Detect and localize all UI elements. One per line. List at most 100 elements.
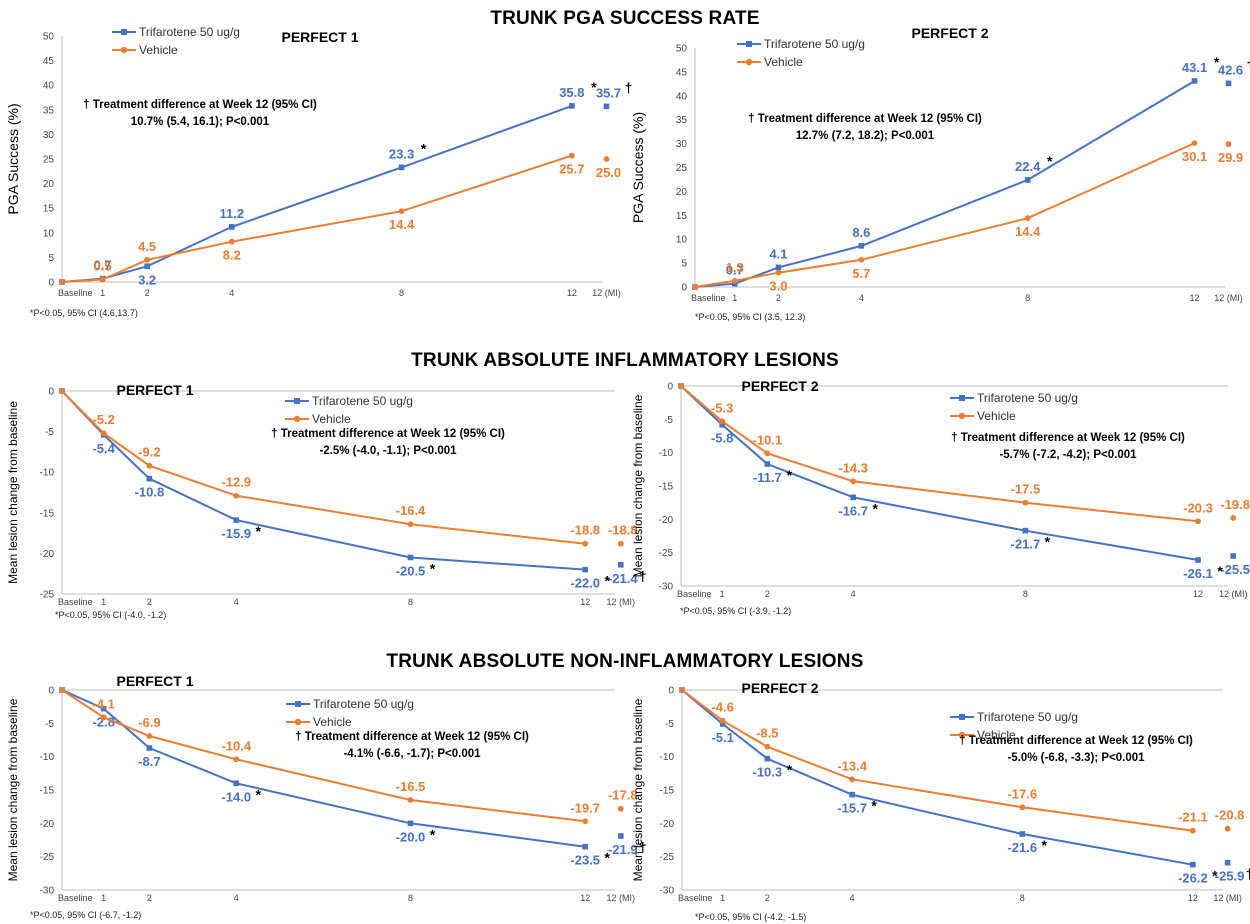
data-point-trifarotene — [1225, 80, 1232, 87]
data-point-vehicle — [59, 687, 65, 693]
y-axis-title: Mean lesion change from baseline — [6, 698, 20, 881]
section-title-pga: TRUNK PGA SUCCESS RATE — [490, 8, 760, 29]
y-axis-title: PGA Success (%) — [5, 103, 21, 214]
y-tick-label: 0 — [681, 283, 687, 294]
x-tick-label: 2 — [765, 589, 770, 599]
data-point-trifarotene — [228, 224, 235, 230]
data-point-vehicle — [1195, 518, 1201, 525]
series-line-vehicle — [61, 390, 586, 545]
x-tick-label: 1 — [720, 589, 725, 599]
data-label-trifarotene: -21.6 — [1007, 840, 1037, 855]
significance-mark: * — [605, 850, 611, 866]
x-tick-label: 8 — [1025, 293, 1030, 303]
data-label-trifarotene: -23.5 — [570, 853, 600, 868]
data-label-trifarotene: -25.9 — [1215, 869, 1245, 884]
data-label-trifarotene: -15.9 — [221, 526, 251, 541]
treatment-difference-value: -4.1% (-6.6, -1.7); P<0.001 — [343, 748, 481, 760]
series-line-vehicle — [681, 689, 1194, 832]
y-tick-label: 35 — [43, 105, 55, 116]
treatment-difference-value: 10.7% (5.4, 16.1); P<0.001 — [131, 116, 270, 128]
data-point-vehicle — [100, 714, 107, 721]
x-tick-label: 2 — [145, 288, 150, 298]
data-label-vehicle: 29.9 — [1218, 150, 1243, 165]
x-tick-label: 1 — [101, 597, 106, 607]
legend-marker-square — [959, 395, 965, 401]
data-label-trifarotene: -22.0 — [570, 576, 600, 591]
y-tick-label: -10 — [659, 448, 674, 459]
y-tick-label: -20 — [40, 549, 55, 560]
footnote: *P<0.05, 95% CI (-4.2, -1.5) — [695, 912, 806, 922]
data-point-trifarotene — [719, 721, 726, 727]
data-label-vehicle: 14.4 — [1015, 224, 1041, 239]
x-tick-label: 2 — [776, 293, 781, 303]
data-label-vehicle: -10.1 — [753, 432, 783, 447]
footnote: *P<0.05, 95% CI (-6.7, -1.2) — [30, 910, 141, 920]
data-point-trifarotene — [849, 791, 855, 798]
x-tick-label: 4 — [850, 893, 855, 903]
data-label-trifarotene: -20.0 — [396, 829, 426, 844]
data-point-trifarotene — [1195, 557, 1201, 563]
data-point-trifarotene — [233, 780, 240, 787]
data-label-trifarotene: -21.9 — [608, 842, 638, 857]
legend-label: Vehicle — [312, 412, 351, 426]
data-label-trifarotene: 35.8 — [559, 85, 584, 100]
panel-title: PERFECT 2 — [741, 378, 818, 394]
significance-mark: * — [1045, 534, 1051, 550]
data-point-vehicle — [582, 818, 589, 825]
data-point-vehicle — [59, 279, 65, 285]
data-label-trifarotene: 22.4 — [1015, 159, 1041, 174]
legend-marker-square — [121, 29, 127, 35]
data-label-vehicle: -16.5 — [396, 779, 426, 794]
data-point-trifarotene — [1191, 78, 1198, 84]
treatment-difference-title: † Treatment difference at Week 12 (95% C… — [951, 432, 1185, 444]
data-label-trifarotene: 4.1 — [769, 246, 787, 261]
x-tick-label: 12 — [1193, 589, 1203, 599]
legend-marker-square — [746, 41, 752, 47]
data-label-trifarotene: -5.4 — [92, 441, 115, 456]
data-label-vehicle: -17.8 — [608, 788, 638, 803]
data-point-vehicle — [1224, 825, 1231, 832]
legend-marker-circle — [293, 415, 301, 423]
significance-mark: * — [256, 786, 262, 802]
y-tick-label: 0 — [48, 387, 54, 398]
data-point-trifarotene — [618, 833, 624, 839]
y-tick-label: 20 — [43, 179, 55, 190]
series-line-vehicle — [61, 689, 586, 823]
data-label-trifarotene: 0.7 — [726, 263, 744, 278]
significance-mark: * — [787, 762, 793, 778]
data-point-trifarotene — [582, 566, 589, 573]
x-tick-label: 8 — [1020, 893, 1025, 903]
x-tick-label: 8 — [399, 288, 404, 298]
data-label-trifarotene: -25.5 — [1220, 562, 1250, 577]
y-tick-label: 40 — [43, 81, 55, 92]
y-tick-label: -15 — [40, 786, 55, 797]
y-tick-label: -25 — [660, 852, 675, 863]
x-tick-label: 12 (MI) — [607, 597, 636, 607]
data-point-trifarotene — [1190, 861, 1196, 868]
y-tick-label: 15 — [676, 211, 688, 222]
y-tick-label: -10 — [40, 752, 55, 763]
data-label-trifarotene: 11.2 — [219, 206, 244, 221]
data-point-trifarotene — [146, 475, 153, 482]
x-tick-label: 4 — [851, 589, 856, 599]
data-point-trifarotene — [1024, 177, 1031, 183]
y-tick-label: 0 — [48, 278, 54, 289]
legend-label: Vehicle — [977, 728, 1016, 742]
data-point-vehicle — [228, 238, 235, 245]
x-tick-label: 4 — [859, 293, 864, 303]
data-point-vehicle — [1230, 515, 1237, 521]
y-tick-label: 25 — [676, 163, 688, 174]
data-label-trifarotene: -21.4 — [608, 571, 638, 586]
data-point-trifarotene — [582, 843, 589, 850]
data-label-trifarotene: -5.1 — [711, 730, 733, 745]
data-label-trifarotene: -8.7 — [138, 754, 160, 769]
x-tick-label: Baseline — [58, 597, 93, 607]
y-tick-label: 15 — [43, 204, 55, 215]
significance-mark: * — [1217, 563, 1223, 579]
x-tick-label: 4 — [229, 288, 234, 298]
data-point-vehicle — [144, 256, 151, 263]
data-point-trifarotene — [146, 745, 153, 751]
data-label-vehicle: 25.7 — [559, 162, 584, 177]
